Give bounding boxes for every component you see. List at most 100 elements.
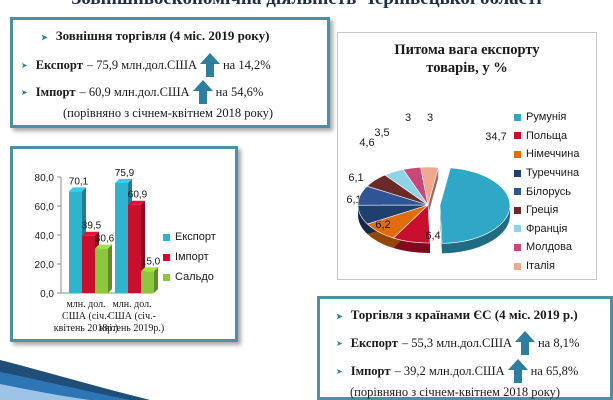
legend-swatch	[514, 262, 521, 270]
eu-export-value: – 55,3 млн.дол.США	[401, 335, 512, 350]
up-arrow-icon	[514, 331, 535, 355]
bullet-arrow-icon: ➤	[41, 33, 48, 42]
bullet-arrow-icon: ➤	[336, 338, 343, 348]
pie-data-label: 6,2	[375, 219, 390, 231]
comparison-note: (порівняно з січнем-квітнем 2018 року)	[63, 106, 274, 120]
bullet-arrow-icon: ➤	[21, 60, 28, 70]
pie-legend-item: Італія	[514, 257, 580, 276]
bar-legend-item: Експорт	[163, 227, 216, 247]
pie-legend-item: Білорусь	[514, 182, 580, 201]
y-tick-label: 20,0	[35, 260, 55, 271]
pie-data-label: 3	[427, 112, 433, 124]
pie-legend-item: Франція	[514, 220, 580, 239]
bullet-arrow-icon: ➤	[336, 312, 343, 321]
up-arrow-icon	[192, 80, 213, 104]
legend-label: Молдова	[526, 241, 572, 254]
y-tick-label: 60,0	[35, 202, 55, 213]
export-value: – 75,9 млн.дол.США	[86, 57, 197, 72]
bar-1-2	[141, 267, 158, 293]
legend-swatch	[163, 233, 170, 241]
bar-data-label: 30,6	[95, 234, 115, 245]
pie-data-label: 3	[405, 112, 411, 124]
x-category-label: млн. дол.	[66, 299, 105, 310]
eu-import-value: – 39,2 млн.дол.США	[394, 363, 505, 378]
import-line: ➤ Імпорт – 60,9 млн.дол.США на 54,6%	[21, 80, 263, 104]
bar-legend: Експорт Імпорт Сальдо	[163, 227, 216, 287]
legend-swatch	[514, 188, 521, 196]
bar-data-label: 75,9	[115, 168, 135, 179]
pie-data-label: 3,5	[374, 127, 389, 139]
export-change: на 14,2%	[222, 57, 271, 72]
up-arrow-icon	[199, 53, 220, 77]
bar-data-label: 60,9	[128, 190, 148, 201]
up-arrow-icon	[507, 359, 528, 383]
legend-label: Німеччина	[526, 148, 580, 161]
pie-legend-item: Німеччина	[514, 145, 580, 164]
eu-comparison-note: (порівняно з січнем-квітнем 2018 року)	[350, 385, 561, 399]
bullet-arrow-icon: ➤	[21, 87, 28, 97]
foreign-trade-title: ➤ Зовнішня торгівля (4 міс. 2019 року)	[41, 28, 270, 43]
legend-label: Франція	[526, 222, 568, 235]
legend-swatch	[514, 225, 521, 233]
pie-data-label: 4,6	[359, 137, 374, 149]
legend-label: Туреччина	[526, 167, 580, 180]
export-line: ➤ Експорт – 75,9 млн.дол.США на 14,2%	[21, 53, 271, 77]
bar-legend-item: Сальдо	[163, 267, 216, 287]
import-label: Імпорт	[35, 84, 76, 99]
pie-data-label: 6,1	[348, 172, 363, 184]
legend-label: Румунія	[526, 111, 567, 124]
x-category-label: США (січ.-	[108, 311, 156, 322]
legend-swatch	[163, 273, 170, 281]
legend-label: Італія	[526, 260, 555, 273]
foreign-trade-box: ➤ Зовнішня торгівля (4 міс. 2019 року) ➤ …	[10, 17, 330, 128]
bar-data-label: 39,5	[82, 221, 102, 232]
y-tick-label: 0,0	[40, 289, 54, 300]
legend-label: Польща	[526, 129, 568, 142]
pie-legend-item: Туреччина	[514, 164, 580, 183]
page-title: Зовнішньоекономічна діяльність Чернівець…	[0, 0, 613, 10]
pie-legend-item: Польща	[514, 127, 580, 146]
eu-import-line: ➤ Імпорт – 39,2 млн.дол.США на 65,8%	[336, 359, 578, 383]
pie-chart: 34,76,46,26,16,14,63,53 3	[346, 112, 511, 254]
x-category-label: млн. дол.	[112, 299, 151, 310]
pie-legend-item: Греція	[514, 201, 580, 220]
export-share-chart-box: Питома вага експорту товарів, у % 34,7 6,…	[337, 32, 597, 280]
legend-swatch	[514, 169, 521, 177]
pie-chart-title: Питома вага експорту товарів, у %	[338, 41, 596, 77]
pie-data-label: 6,4	[425, 230, 440, 242]
legend-label: Білорусь	[526, 185, 571, 198]
eu-trade-box: ➤ Торгівля з країнами ЄС (4 міс. 2019 р.)…	[317, 296, 613, 400]
import-value: – 60,9 млн.дол.США	[79, 84, 190, 99]
y-tick-label: 40,0	[35, 231, 55, 242]
legend-swatch	[514, 243, 521, 251]
import-change: на 54,6%	[215, 84, 264, 99]
eu-import-change: на 65,8%	[530, 363, 579, 378]
y-tick-label: 80,0	[35, 173, 55, 184]
eu-trade-title: ➤ Торгівля з країнами ЄС (4 міс. 2019 р.)	[336, 307, 578, 322]
trade-bar-chart-box: 0,0 20,0 40,0 60,0 80,0 70,1 39,5 30,6 млн. дол.…	[10, 146, 238, 342]
legend-swatch	[163, 253, 170, 261]
bar-legend-item: Імпорт	[163, 247, 216, 267]
pie-legend: Румунія Польща Німеччина Туреччина Білорусь Г…	[514, 108, 580, 275]
x-category-label: квітень 2018р.)	[54, 323, 118, 334]
pie-data-label: 34,7	[485, 131, 506, 143]
pie-legend-item: Румунія	[514, 108, 580, 127]
x-category-label: квітень 2019р.)	[100, 323, 164, 334]
x-category-label: США (січ.-	[62, 311, 110, 322]
pie-legend-item: Молдова	[514, 238, 580, 257]
legend-swatch	[514, 132, 521, 140]
corner-decoration	[0, 360, 150, 400]
eu-export-label: Експорт	[350, 335, 398, 350]
legend-label: Експорт	[175, 231, 216, 243]
bar-0-2	[95, 244, 112, 293]
bullet-arrow-icon: ➤	[336, 366, 343, 376]
pie-slice-8	[420, 166, 439, 206]
bar-chart: 0,0 20,0 40,0 60,0 80,0 70,1 39,5 30,6 млн. дол.…	[35, 168, 165, 334]
export-label: Експорт	[35, 57, 83, 72]
pie-title-line: товарів, у %	[426, 60, 508, 76]
eu-export-line: ➤ Експорт – 55,3 млн.дол.США на 8,1%	[336, 331, 579, 355]
legend-swatch	[514, 150, 521, 158]
bar-data-label: 70,1	[69, 176, 89, 187]
legend-label: Імпорт	[175, 251, 209, 263]
eu-import-label: Імпорт	[350, 363, 391, 378]
